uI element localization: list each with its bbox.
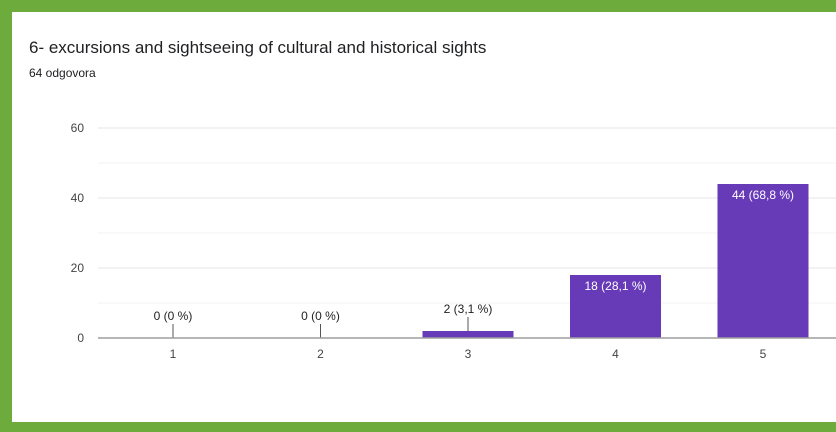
y-tick-label: 40	[71, 191, 85, 205]
response-count: 64 odgovora	[29, 66, 96, 80]
data-label: 2 (3,1 %)	[444, 302, 493, 316]
y-tick-label: 0	[77, 331, 84, 345]
data-label: 0 (0 %)	[154, 309, 193, 323]
bar	[422, 331, 514, 338]
chart-title: 6- excursions and sightseeing of cultura…	[29, 38, 487, 57]
data-label: 0 (0 %)	[301, 309, 340, 323]
data-label: 44 (68,8 %)	[732, 188, 794, 202]
x-tick-label: 3	[465, 347, 472, 361]
data-label: 18 (28,1 %)	[584, 279, 646, 293]
x-tick-label: 1	[170, 347, 177, 361]
x-tick-label: 5	[760, 347, 767, 361]
bar	[570, 275, 661, 338]
y-tick-label: 20	[71, 261, 85, 275]
x-tick-label: 2	[317, 347, 324, 361]
bar	[717, 184, 809, 338]
x-tick-label: 4	[612, 347, 619, 361]
y-tick-label: 60	[71, 121, 85, 135]
